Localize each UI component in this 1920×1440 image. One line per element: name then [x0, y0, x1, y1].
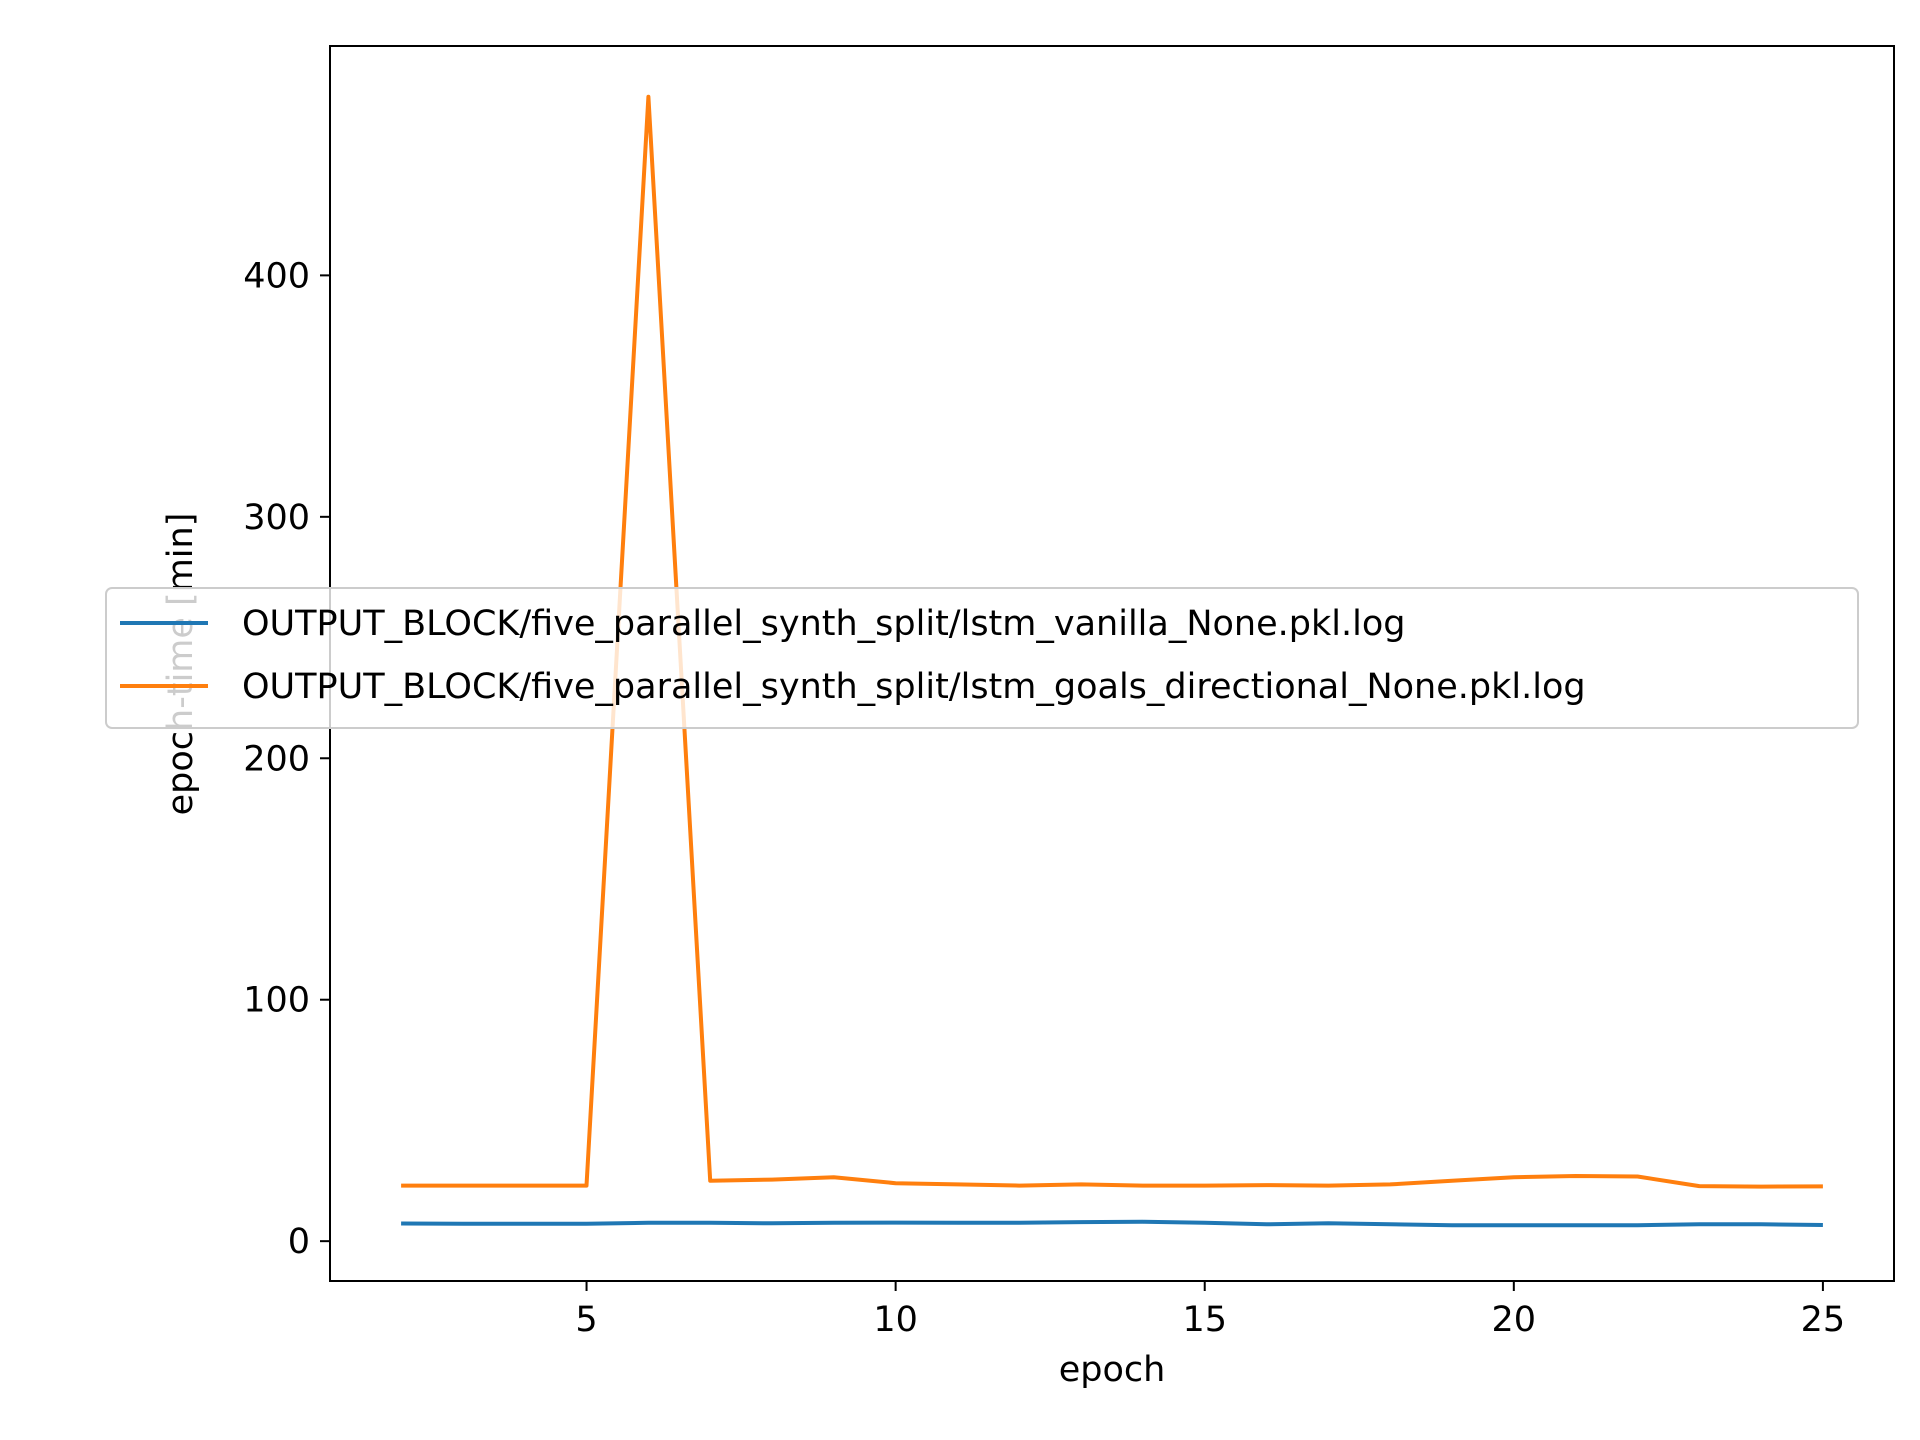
x-axis-label: epoch [1059, 1350, 1166, 1390]
legend-box [105, 587, 1859, 729]
y-axis-ticks: 0 100 200 300 400 [243, 256, 330, 1262]
y-tick-label: 200 [243, 739, 310, 779]
x-tick-label: 10 [873, 1300, 918, 1340]
x-tick-label: 5 [575, 1300, 597, 1340]
x-axis-ticks: 5 10 15 20 25 [575, 1281, 1845, 1340]
y-tick-label: 0 [288, 1222, 310, 1262]
x-tick-label: 20 [1492, 1300, 1537, 1340]
series-line-2 [401, 94, 1823, 1189]
y-tick-label: 300 [243, 498, 310, 538]
series-line-1 [401, 1219, 1823, 1228]
x-tick-label: 15 [1182, 1300, 1227, 1340]
legend-label-series-1: OUTPUT_BLOCK/five_parallel_synth_split/l… [242, 604, 1405, 644]
series-layer [401, 94, 1823, 1228]
legend: OUTPUT_BLOCK/five_parallel_synth_split/l… [105, 587, 1859, 729]
legend-label-series-2: OUTPUT_BLOCK/five_parallel_synth_split/l… [242, 667, 1586, 707]
x-tick-label: 25 [1801, 1300, 1846, 1340]
y-tick-label: 100 [243, 981, 310, 1021]
y-tick-label: 400 [243, 256, 310, 296]
